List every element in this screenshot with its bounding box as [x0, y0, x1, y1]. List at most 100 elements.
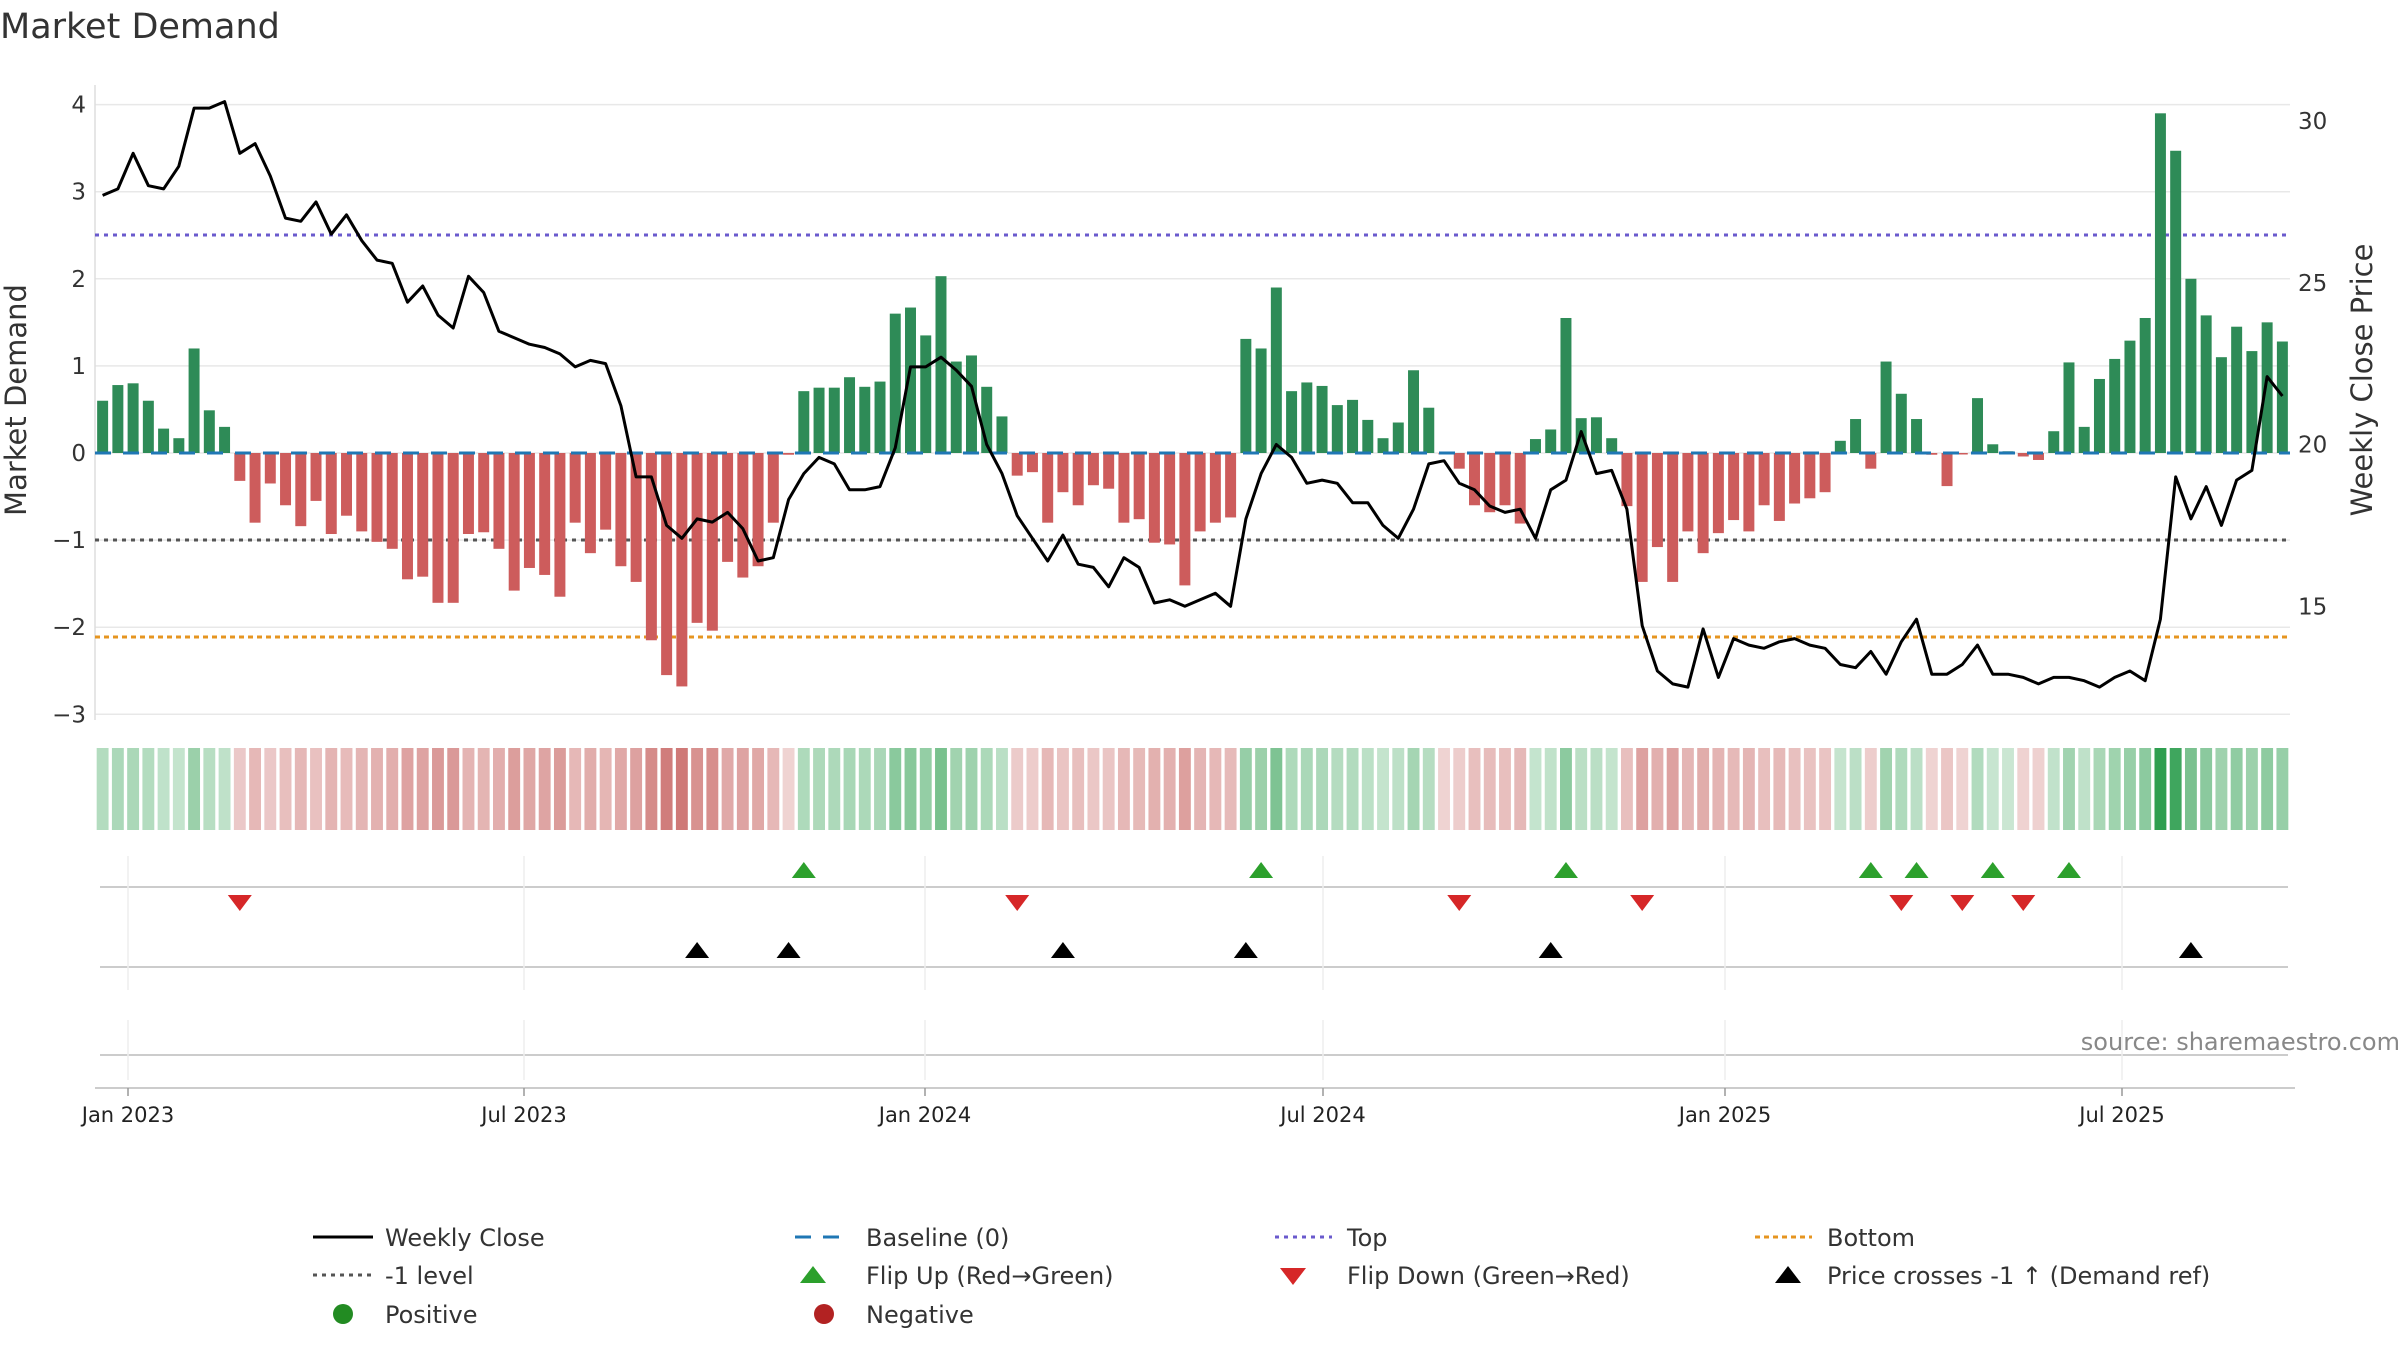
strip-cell	[2093, 748, 2106, 830]
legend-swatch-price-cross	[1775, 1266, 1801, 1283]
strip-cell	[2124, 748, 2136, 830]
source-label: source: sharemaestro.com	[2081, 1028, 2400, 1056]
demand-bar	[2276, 341, 2288, 453]
strip-cell	[188, 748, 201, 830]
main-grid	[94, 85, 2290, 720]
left-tick-label: 2	[71, 267, 86, 293]
demand-bar	[691, 453, 703, 623]
demand-bar	[920, 335, 932, 453]
strip-cell	[553, 748, 566, 830]
legend-top: Top	[1346, 1224, 1388, 1252]
demand-bar	[965, 355, 977, 453]
demand-bar	[401, 453, 413, 580]
demand-bar	[2063, 362, 2075, 453]
demand-bar	[1133, 453, 1145, 520]
strip-cell	[950, 748, 963, 830]
demand-bar	[310, 453, 322, 501]
demand-bar	[569, 453, 581, 523]
strip-cell	[279, 748, 292, 830]
strip-cell	[96, 748, 109, 830]
demand-bar	[2154, 113, 2166, 453]
legend-swatch-flip-down	[1280, 1268, 1306, 1285]
strip-cell	[1803, 748, 1816, 830]
demand-bar	[127, 383, 139, 453]
legend-flip-down: Flip Down (Green→Red)	[1347, 1262, 1630, 1290]
strip-cell	[782, 748, 795, 830]
flip-up-marker	[1980, 862, 2005, 878]
strip-cell	[767, 748, 780, 830]
price-cross-marker	[685, 942, 710, 958]
strip-cell	[1422, 748, 1435, 830]
demand-bar	[1042, 453, 1054, 523]
demand-bar	[706, 453, 718, 631]
right-tick-label: 30	[2298, 109, 2327, 135]
demand-bar	[1057, 453, 1069, 493]
demand-bar	[1789, 453, 1801, 504]
flip-down-marker	[1950, 895, 1975, 911]
demand-bar	[1255, 348, 1267, 453]
flip-down-marker	[2011, 895, 2036, 911]
demand-bar	[462, 453, 474, 535]
strip-cell	[736, 748, 749, 830]
flip-down-marker	[1889, 895, 1914, 911]
legend-swatch-flip-up	[800, 1266, 826, 1283]
strip-cell	[843, 748, 856, 830]
strip-cell	[1056, 748, 1069, 830]
demand-bar	[1331, 405, 1343, 453]
strip-cell	[1377, 748, 1389, 830]
strip-cell	[721, 748, 734, 830]
demand-bar	[1926, 453, 1938, 455]
strip-cell	[630, 748, 643, 830]
demand-bar	[844, 377, 856, 453]
flip-down-marker	[1630, 895, 1655, 911]
left-tick-label: 1	[71, 354, 86, 380]
demand-bar	[981, 386, 993, 453]
demand-bar	[1179, 453, 1191, 586]
demand-bar	[1987, 444, 1999, 453]
demand-bar	[1301, 382, 1313, 453]
demand-bar	[1453, 453, 1465, 469]
strip-cell	[371, 748, 383, 830]
demand-bar	[2215, 357, 2227, 453]
strip-cell	[1300, 748, 1313, 830]
strip-cell	[1026, 748, 1039, 830]
strip-cell	[1209, 748, 1222, 830]
strip-cell	[706, 748, 719, 830]
demand-bar	[1484, 453, 1496, 513]
demand-bar	[1316, 385, 1328, 453]
strip-cell	[218, 748, 231, 830]
demand-bar	[1697, 453, 1709, 554]
demand-bar	[2185, 278, 2197, 453]
date-tick-label: Jul 2024	[1278, 1103, 1365, 1127]
demand-bar	[1225, 453, 1237, 518]
strip-cell	[2063, 748, 2075, 830]
date-tick-label: Jan 2024	[877, 1103, 972, 1127]
legend-flip-up: Flip Up (Red→Green)	[866, 1262, 1114, 1290]
left-axis-ticks: −3 −2 −1 0 1 2 3 4	[52, 93, 86, 729]
strip-cell	[1788, 748, 1801, 830]
demand-bar	[188, 348, 200, 453]
strip-cell	[1651, 748, 1664, 830]
demand-bar	[554, 453, 566, 597]
strip-cell	[538, 748, 551, 830]
demand-bar	[1651, 453, 1663, 548]
strip-cell	[691, 748, 704, 830]
legend-swatch-positive	[333, 1304, 353, 1324]
strip-cell	[599, 748, 612, 830]
strip-cell	[919, 748, 932, 830]
demand-bar	[874, 381, 886, 453]
right-tick-label: 20	[2298, 433, 2327, 459]
legend-positive: Positive	[385, 1301, 478, 1329]
strip-cell	[797, 748, 810, 830]
strip-cell	[965, 748, 978, 830]
demand-bar	[1514, 453, 1526, 524]
strip-cell	[294, 748, 307, 830]
demand-bar	[1423, 407, 1435, 453]
demand-bar	[615, 453, 627, 567]
strip-cell	[1773, 748, 1786, 830]
demand-bar	[676, 453, 688, 687]
strip-cell	[1681, 748, 1694, 830]
demand-bar	[600, 453, 612, 530]
demand-bar	[1972, 398, 1984, 453]
right-axis-ticks: 15 20 25 30	[2298, 109, 2327, 620]
